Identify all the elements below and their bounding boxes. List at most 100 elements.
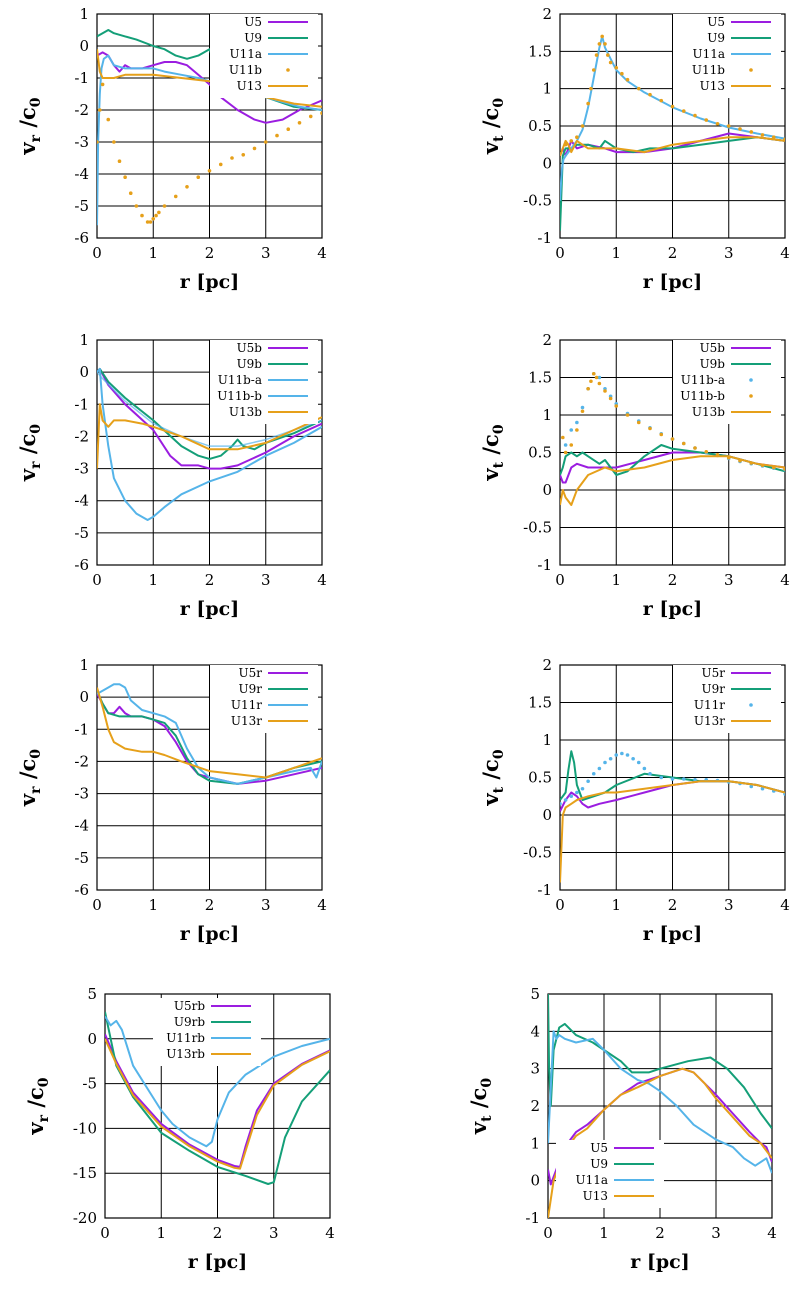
x-tick-label: 4 [780,571,790,589]
series-point-U11b [230,156,234,160]
y-label-subscript: r [36,1114,52,1122]
series-point-U11b [575,135,579,139]
series-point-U11b-b [591,371,596,376]
legend-label: U11r [694,698,725,712]
legend-label: U5 [707,15,725,29]
series-point-U11b [112,140,116,144]
y-label-symbol: v [478,793,503,807]
y-label-ratio: /c [15,759,40,787]
y-tick-label: -6 [74,229,89,247]
y-tick-label: -10 [73,1119,97,1137]
series-point-U11b [207,169,212,173]
series-point-U11r [760,786,765,791]
y-tick-label: 5 [87,985,97,1003]
series-line-U13r [560,780,785,883]
x-tick-label: 4 [780,244,790,262]
series-point-U11b [681,109,686,113]
x-tick-label: 2 [205,244,215,262]
y-tick-label: -3 [74,133,89,151]
x-tick-label: 3 [724,896,734,914]
series-point-U11b [659,98,664,103]
y-tick-label: -6 [74,556,89,574]
plot-frame [559,339,786,566]
x-tick-label: 4 [317,244,327,262]
legend-label: U9r [239,682,263,696]
x-tick-label: 3 [261,896,271,914]
legend-label: U13b [229,405,262,419]
series-point-U11r [597,766,602,771]
series-point-U11b [241,153,246,157]
y-tick-label: -2 [74,427,89,445]
y-axis-label: vt /c0 [478,424,507,481]
legend: U5r U9r U11r U13r [210,665,318,733]
y-axis-label: vt /c0 [466,1078,495,1135]
plot-frame [559,664,786,891]
legend-background [673,14,781,98]
series-point-U11b [100,82,105,87]
y-tick-label: 0 [542,154,552,172]
series-point-U11b [154,213,158,218]
y-label-ratio-subscript: 0 [28,424,44,434]
legend-background [210,665,318,733]
data-area [97,367,322,521]
y-tick-label: 0 [542,806,552,824]
series-point-U11b [185,185,189,189]
y-tick-label: -1 [537,881,552,899]
series-point-U11b [162,204,167,208]
legend-background [556,1140,664,1208]
series-point-U11b [134,204,139,208]
y-label-ratio: /c [478,108,503,136]
y-tick-label: 1 [530,1134,540,1152]
series-point-U11b [98,108,102,112]
series-point-U11b-b [561,435,565,440]
series-line-U11r [97,683,322,785]
y-label-ratio-subscript: 0 [28,749,44,759]
series-point-U11b [586,101,590,106]
y-label-subscript: r [28,786,44,794]
y-tick-label: 1 [542,80,552,98]
data-area [97,683,322,785]
y-tick-label: 0 [530,1172,540,1190]
y-tick-label: 0 [87,1030,97,1048]
x-axis-label: r [pc] [188,1251,247,1273]
y-label-ratio: /c [15,107,40,135]
y-axis-label: vr /c0 [15,749,44,807]
x-tick-label: 4 [780,896,790,914]
legend-label: U9b [700,357,726,371]
y-tick-label: 1.5 [528,42,552,60]
series-point-U11b [600,34,604,39]
legend-label: U11rb [166,1031,205,1045]
series-point-U11b-b [659,432,664,437]
series-point-U11b [625,77,630,82]
x-tick-label: 3 [724,244,734,262]
x-tick-label: 0 [555,896,565,914]
series-point-U11b-b [648,426,652,431]
y-tick-label: -6 [74,881,89,899]
y-tick-label: 1.5 [528,369,552,387]
x-tick-label: 0 [92,571,102,589]
series-point-U11b [252,146,257,151]
series-point-U11b [117,159,122,163]
series-point-U11b [738,127,742,131]
y-tick-label: 5 [530,985,540,1003]
y-tick-label: 0 [542,481,552,499]
y-tick-label: -2 [74,752,89,770]
x-axis-label: r [pc] [630,1251,689,1273]
y-label-ratio-subscript: 0 [36,1077,52,1087]
legend-label: U9rb [174,1015,205,1029]
x-tick-label: 2 [668,244,678,262]
series-line-U5b [97,367,322,470]
y-axis-label: vr /c0 [15,97,44,155]
y-tick-label: 1 [79,656,89,674]
y-tick-label: 2 [542,5,552,23]
y-tick-label: 1.5 [528,694,552,712]
y-tick-label: -1 [537,229,552,247]
legend-label: U11b [229,63,262,77]
data-area [560,371,785,506]
series-point-U11r [631,756,635,761]
y-tick-label: -3 [74,460,89,478]
x-tick-label: 1 [148,896,158,914]
series-point-U11b-b [636,420,641,425]
x-tick-label: 4 [767,1224,777,1242]
